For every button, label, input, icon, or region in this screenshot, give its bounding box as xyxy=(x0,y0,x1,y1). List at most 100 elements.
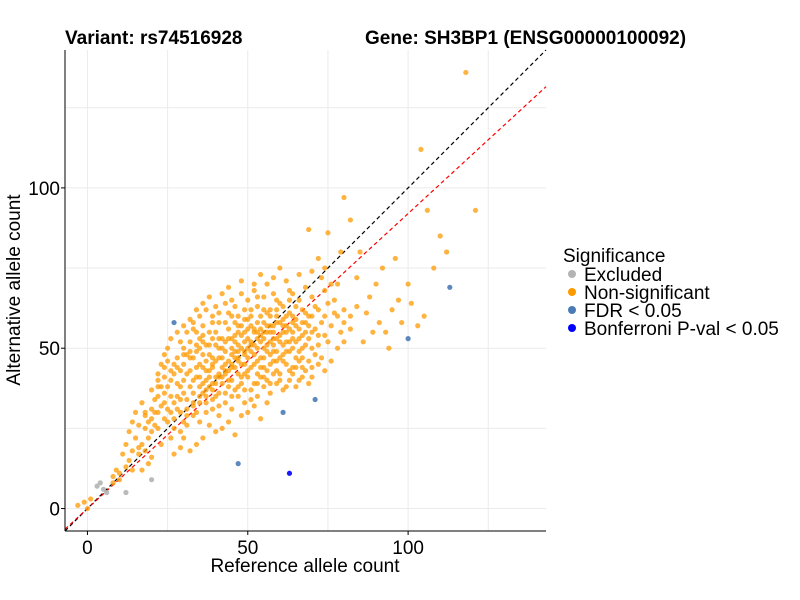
point-non-significant xyxy=(248,342,254,348)
point-non-significant xyxy=(270,291,277,297)
point-non-significant xyxy=(184,371,190,377)
point-non-significant xyxy=(296,326,302,332)
point-non-significant xyxy=(248,364,254,371)
point-non-significant xyxy=(424,207,430,213)
point-non-significant xyxy=(197,313,203,319)
point-non-significant xyxy=(437,233,443,239)
point-non-significant xyxy=(280,352,286,358)
point-non-significant xyxy=(290,313,296,319)
point-non-significant xyxy=(197,345,203,351)
point-non-significant xyxy=(229,393,235,399)
point-non-significant xyxy=(309,374,315,380)
point-non-significant xyxy=(286,377,293,383)
point-non-significant xyxy=(206,374,212,380)
point-non-significant xyxy=(120,451,126,457)
point-non-significant xyxy=(197,419,203,425)
point-fdr-0-05 xyxy=(280,409,286,415)
point-non-significant xyxy=(197,384,203,390)
point-non-significant xyxy=(254,294,260,300)
point-non-significant xyxy=(165,406,171,412)
point-non-significant xyxy=(238,345,244,351)
point-non-significant xyxy=(472,207,479,213)
point-non-significant xyxy=(203,409,209,415)
point-non-significant xyxy=(270,348,277,355)
point-non-significant xyxy=(290,329,296,335)
point-fdr-0-05 xyxy=(405,336,411,342)
point-non-significant xyxy=(209,355,216,361)
point-non-significant xyxy=(238,374,244,380)
point-non-significant xyxy=(296,271,302,278)
point-non-significant xyxy=(222,361,228,367)
point-non-significant xyxy=(261,319,267,326)
point-non-significant xyxy=(88,496,94,502)
point-non-significant xyxy=(155,377,161,383)
point-non-significant xyxy=(213,428,219,435)
point-non-significant xyxy=(309,329,315,335)
point-non-significant xyxy=(238,380,244,387)
point-non-significant xyxy=(328,323,334,329)
point-non-significant xyxy=(283,384,289,390)
point-non-significant xyxy=(302,342,309,348)
point-non-significant xyxy=(197,361,203,367)
point-non-significant xyxy=(261,294,267,300)
point-non-significant xyxy=(200,380,206,387)
point-non-significant xyxy=(290,371,296,377)
point-non-significant xyxy=(443,249,450,255)
point-non-significant xyxy=(158,441,164,448)
point-non-significant xyxy=(238,278,244,284)
point-non-significant xyxy=(229,336,235,342)
point-non-significant xyxy=(229,361,235,367)
point-non-significant xyxy=(254,345,260,351)
point-non-significant xyxy=(245,355,251,361)
point-non-significant xyxy=(161,352,168,358)
point-non-significant xyxy=(145,435,151,441)
point-non-significant xyxy=(200,332,206,338)
point-non-significant xyxy=(251,281,257,287)
point-non-significant xyxy=(126,457,132,464)
point-non-significant xyxy=(222,339,228,345)
point-non-significant xyxy=(123,464,129,470)
point-non-significant xyxy=(309,345,315,351)
point-non-significant xyxy=(357,249,363,255)
point-non-significant xyxy=(200,364,206,371)
point-non-significant xyxy=(245,374,251,380)
point-non-significant xyxy=(241,400,248,406)
point-non-significant xyxy=(264,342,270,348)
point-non-significant xyxy=(274,307,280,313)
point-non-significant xyxy=(171,371,177,377)
point-excluded xyxy=(123,489,129,496)
point-non-significant xyxy=(370,329,376,335)
point-non-significant xyxy=(299,345,305,351)
point-non-significant xyxy=(267,339,273,345)
point-non-significant xyxy=(302,284,309,290)
point-non-significant xyxy=(354,303,360,310)
point-non-significant xyxy=(171,425,177,431)
point-non-significant xyxy=(222,348,228,355)
point-non-significant xyxy=(322,265,328,271)
point-non-significant xyxy=(299,332,305,338)
point-non-significant xyxy=(219,364,225,371)
point-non-significant xyxy=(280,358,286,364)
point-non-significant xyxy=(203,393,209,399)
point-non-significant xyxy=(232,339,238,345)
point-non-significant xyxy=(129,419,135,425)
point-non-significant xyxy=(136,445,142,451)
point-non-significant xyxy=(290,319,296,326)
point-fdr-0-05 xyxy=(171,319,177,326)
point-non-significant xyxy=(405,281,411,287)
point-non-significant xyxy=(264,310,270,316)
y-tick-label-100: 100 xyxy=(28,179,60,200)
point-non-significant xyxy=(187,316,193,322)
point-non-significant xyxy=(331,310,337,316)
point-non-significant xyxy=(261,355,267,361)
point-non-significant xyxy=(235,384,241,390)
point-non-significant xyxy=(171,416,177,422)
point-non-significant xyxy=(296,297,302,303)
point-non-significant xyxy=(280,303,286,310)
legend-label-non-significant: Non-significant xyxy=(584,283,710,304)
point-non-significant xyxy=(155,425,161,431)
point-non-significant xyxy=(277,377,283,383)
point-non-significant xyxy=(251,403,257,409)
point-non-significant xyxy=(225,419,232,425)
point-non-significant xyxy=(386,345,392,351)
